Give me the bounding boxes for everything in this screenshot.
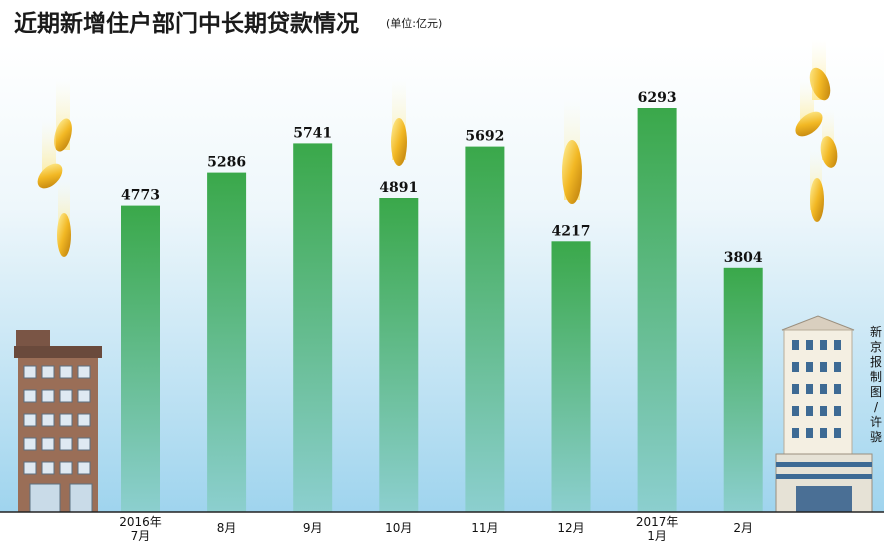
value-label-group: 4773 5286 5741 4891 5692 4217 6293 3804: [121, 90, 763, 266]
bar-group: [121, 108, 763, 513]
coins-decoration: [37, 40, 838, 257]
bar: [637, 108, 677, 512]
chart-unit: (单位:亿元): [386, 16, 442, 30]
bar: [207, 172, 247, 512]
bar-value-label: 4217: [552, 223, 591, 239]
bar-value-label: 6293: [638, 90, 677, 106]
x-tick-label: 2月: [733, 521, 753, 535]
bar: [465, 146, 505, 512]
x-tick-label: 11月: [471, 521, 498, 535]
bar-value-label: 5692: [465, 129, 504, 145]
bar: [121, 205, 160, 512]
x-tick-label: 10月: [385, 521, 412, 535]
bar: [551, 241, 591, 513]
right-building-decoration: [775, 315, 873, 513]
x-tick-label: 12月: [557, 521, 584, 535]
bar-value-label: 4891: [379, 180, 418, 196]
x-tick-label: 2017年 1月: [636, 515, 679, 543]
x-tick-label: 9月: [303, 521, 323, 535]
bar-value-label: 3804: [724, 250, 763, 266]
bar: [379, 198, 419, 512]
bar-value-label: 4773: [121, 188, 160, 204]
bar-value-label: 5286: [207, 155, 246, 171]
x-tick-label: 8月: [217, 521, 237, 535]
chart-title: 近期新增住户部门中长期贷款情况: [14, 10, 359, 37]
bar-value-label: 5741: [293, 125, 332, 141]
bar: [723, 267, 763, 512]
bar: [293, 143, 333, 512]
x-label-group: 2016年 7月 8月 9月 10月 11月 12月 2017年 1月 2月: [119, 515, 753, 543]
x-tick-label: 2016年 7月: [119, 515, 162, 543]
left-building-decoration: [14, 330, 102, 513]
credit-label: 新京报制图/许骁: [870, 324, 882, 444]
